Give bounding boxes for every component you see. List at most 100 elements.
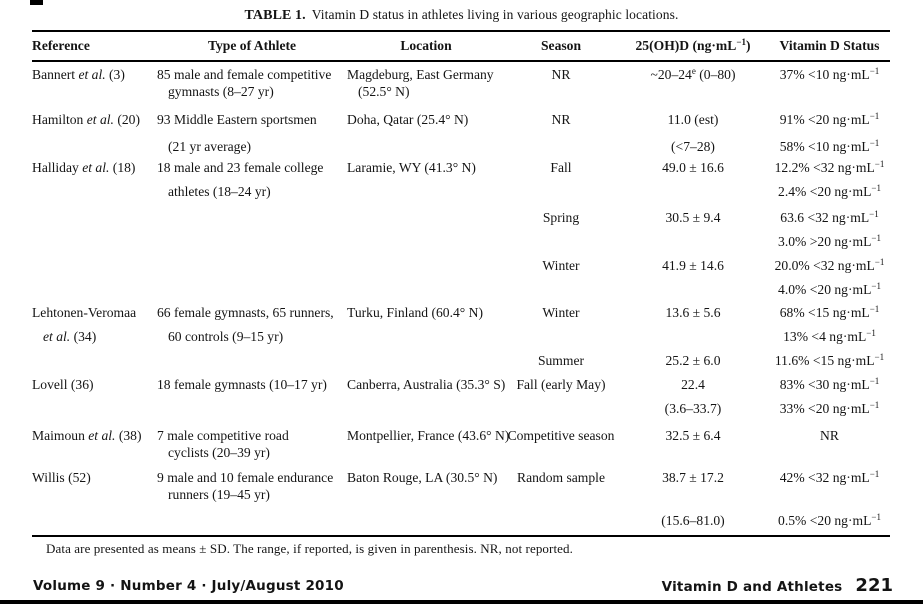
text-segment: Montpellier, France (43.6° N) <box>347 428 510 443</box>
superscript: −1 <box>874 159 885 169</box>
cell-status: 42% <32 ng·mL−1 <box>769 469 890 506</box>
column-header-status: Vitamin D Status <box>769 38 890 54</box>
cell-season: Fall (early May) <box>505 373 617 422</box>
text-segment: 91% <20 ng·mL <box>779 112 870 127</box>
text-segment: ) <box>745 38 751 53</box>
cell-location <box>347 512 505 535</box>
cell-ohd: 49.0 ± 16.6 <box>617 156 769 206</box>
superscript: −1 <box>869 209 879 219</box>
cell-athlete: 18 female gymnasts (10–17 yr) <box>157 373 347 422</box>
cell-ohd: (15.6–81.0) <box>617 512 769 535</box>
text-segment: 20.0% <32 ng·mL <box>774 258 875 273</box>
cell-ohd: 38.7 ± 17.2 <box>617 469 769 506</box>
cell-line: Canberra, Australia (35.3° S) <box>347 373 505 397</box>
cell-status: 11.6% <15 ng·mL−1 <box>769 349 890 373</box>
table-caption-label: TABLE 1. <box>244 8 306 23</box>
cell-status: 63.6 <32 ng·mL−1 3.0% >20 ng·mL−1 <box>769 206 890 254</box>
superscript: −1 <box>869 66 880 76</box>
text-segment: 58% <10 ng·mL <box>779 139 870 154</box>
cell-line: Laramie, WY (41.3° N) <box>347 156 505 180</box>
table-row: Winter 41.9 ± 14.6 20.0% <32 ng·mL−1 4.0% <… <box>32 254 890 301</box>
text-segment: athletes (18–24 yr) <box>168 184 271 199</box>
cell-reference: Maimoun et al. (38) <box>32 427 157 464</box>
table-row: Summer 25.2 ± 6.0 11.6% <15 ng·mL−1 <box>32 349 890 373</box>
italic-text: et al. <box>78 67 106 82</box>
cell-line: Doha, Qatar (25.4° N) <box>347 106 505 133</box>
text-segment: 25(OH)D (ng·mL <box>635 38 737 53</box>
cell-location <box>347 349 505 373</box>
text-segment: Season <box>540 38 582 53</box>
cell-status: 0.5% <20 ng·mL−1 <box>769 512 890 535</box>
cell-line: Lehtonen-Veromaa <box>32 301 157 325</box>
cell-line: 85 male and female competitive <box>157 66 347 83</box>
cell-athlete: 18 male and 23 female college athletes (1… <box>157 156 347 206</box>
cell-line: 25.2 ± 6.0 <box>617 349 769 373</box>
table-row: Willis (52) 9 male and 10 female enduranc… <box>32 464 890 506</box>
footer-right: Vitamin D and Athletes 221 <box>662 575 893 596</box>
text-segment: Canberra, Australia (35.3° S) <box>347 377 506 392</box>
superscript: −1 <box>874 257 885 267</box>
superscript: −1 <box>869 400 880 410</box>
cell-reference <box>32 349 157 373</box>
cell-ohd: 22.4 (3.6–33.7) <box>617 373 769 422</box>
cell-line: Random sample <box>505 469 617 486</box>
superscript: −1 <box>871 512 881 522</box>
cell-season <box>505 512 617 535</box>
cell-athlete: 85 male and female competitive gymnasts (… <box>157 66 347 106</box>
text-segment: runners (19–45 yr) <box>168 487 270 502</box>
text-segment: 13.6 ± 5.6 <box>665 305 721 320</box>
column-header-ohd: 25(OH)D (ng·mL−1) <box>617 37 769 54</box>
text-segment: 25.2 ± 6.0 <box>665 353 721 368</box>
italic-text: et al. <box>88 428 116 443</box>
cell-status: 83% <30 ng·mL−1 33% <20 ng·mL−1 <box>769 373 890 422</box>
cell-line: Winter <box>505 254 617 278</box>
cell-line: 37% <10 ng·mL−1 <box>769 66 890 83</box>
italic-text: et al. <box>82 160 110 175</box>
column-header-reference: Reference <box>32 38 157 54</box>
text-segment: 18 male and 23 female college <box>157 160 324 175</box>
text-segment: 41.9 ± 14.6 <box>662 258 724 273</box>
cell-reference <box>32 254 157 301</box>
cell-location: Doha, Qatar (25.4° N) <box>347 106 505 156</box>
text-segment: Bannert <box>32 67 79 82</box>
text-segment: Willis (52) <box>32 470 91 485</box>
cell-line: Hamilton et al. (20) <box>32 106 157 133</box>
text-segment: (52.5° N) <box>358 84 410 99</box>
text-segment: Fall <box>550 160 572 175</box>
cell-reference <box>32 512 157 535</box>
superscript: e <box>691 66 696 76</box>
cell-line: NR <box>505 66 617 83</box>
text-segment: Winter <box>542 258 580 273</box>
text-segment: (38) <box>115 428 142 443</box>
cell-location <box>347 206 505 254</box>
cell-ohd: 41.9 ± 14.6 <box>617 254 769 301</box>
text-segment: Spring <box>542 210 580 225</box>
text-segment: 93 Middle Eastern sportsmen <box>157 112 317 127</box>
cell-line: Lovell (36) <box>32 373 157 397</box>
cell-athlete: 7 male competitive road cyclists (20–39 y… <box>157 427 347 464</box>
table-footnote: Data are presented as means ± SD. The ra… <box>46 541 573 556</box>
cell-ohd: 32.5 ± 6.4 <box>617 427 769 464</box>
text-segment: Type of Athlete <box>207 38 297 53</box>
cell-line: 2.4% <20 ng·mL−1 <box>769 180 890 204</box>
text-segment: (21 yr average) <box>168 139 252 154</box>
column-header-season: Season <box>505 38 617 54</box>
text-segment: 32.5 ± 6.4 <box>665 428 721 443</box>
cell-line: 12.2% <32 ng·mL−1 <box>769 156 890 180</box>
table-row: Lovell (36) 18 female gymnasts (10–17 yr)… <box>32 373 890 422</box>
cell-line: 13% <4 ng·mL−1 <box>769 325 890 349</box>
text-segment: 66 female gymnasts, 65 runners, <box>157 305 334 320</box>
cell-line: 91% <20 ng·mL−1 <box>769 106 890 133</box>
superscript: −1 <box>871 183 881 193</box>
cell-line: 4.0% <20 ng·mL−1 <box>769 278 890 302</box>
cell-athlete <box>157 512 347 535</box>
cell-line: NR <box>505 106 617 133</box>
text-segment: 30.5 ± 9.4 <box>665 210 721 225</box>
page-bottom-rule <box>0 600 923 604</box>
superscript: −1 <box>869 304 880 314</box>
table-header-row: Reference Type of Athlete Location Season 25… <box>32 32 890 62</box>
text-segment: 33% <20 ng·mL <box>779 401 870 416</box>
footer-page-number: 221 <box>855 575 893 596</box>
superscript: −1 <box>866 328 876 338</box>
superscript: −1 <box>736 37 746 47</box>
